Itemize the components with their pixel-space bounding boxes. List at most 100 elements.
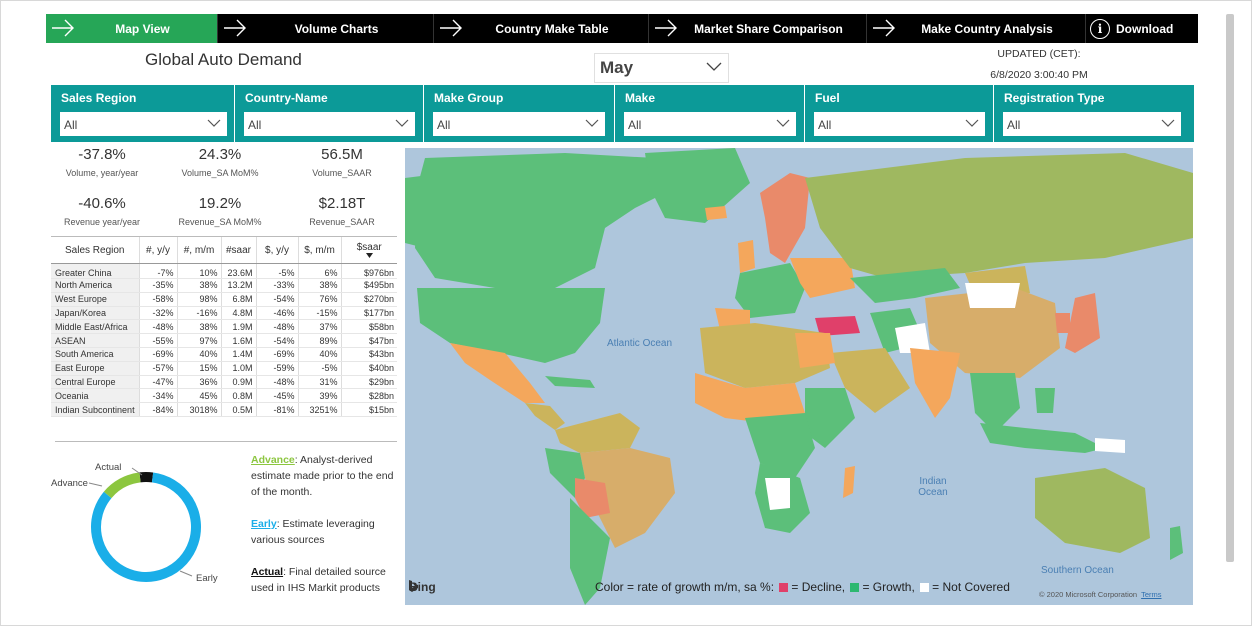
table-row[interactable]: Central Europe -47% 36% 0.9M -48% 31% $29bn [51, 375, 397, 390]
donut-slice-early[interactable] [91, 472, 201, 582]
region-japan [1065, 293, 1100, 353]
ocean-label-atlantic: Atlantic Ocean [607, 338, 673, 349]
table-cell: 15% [176, 361, 221, 376]
table-cell: 45% [176, 388, 221, 404]
table-cell: 31% [297, 375, 341, 390]
table-row[interactable]: Greater China -7% 10% 23.6M -5% 6% $976bn [51, 263, 397, 279]
table-cell: -33% [255, 278, 298, 293]
chevron-down-icon [965, 119, 979, 127]
sales-region-dropdown[interactable]: All [60, 112, 227, 136]
table-cell: $40bn [340, 361, 397, 376]
bing-logo-icon [409, 580, 418, 592]
kpi-volume-yoy: -37.8% Volume, year/year [42, 146, 162, 178]
dropdown-value: All [628, 118, 642, 132]
table-row[interactable]: Indian Subcontinent -84% 3018% 0.5M -81% 3251… [51, 402, 397, 417]
legend-not-covered: = Not Covered [932, 580, 1010, 594]
registration-type-dropdown[interactable]: All [1003, 112, 1181, 136]
table-row[interactable]: West Europe -58% 98% 6.8M -54% 76% $270bn [51, 292, 397, 307]
column-header-sorted[interactable]: $saar [340, 236, 397, 264]
region-name-cell: North America [51, 278, 139, 293]
region-australia [1035, 468, 1150, 553]
legend-prefix: Color = rate of growth m/m, sa %: [595, 580, 775, 594]
column-header[interactable]: Sales Region [51, 236, 139, 264]
kpi-revenue-yoy: -40.6% Revenue year/year [42, 195, 162, 227]
legend-term-early: Early [251, 518, 277, 530]
table-cell: 3251% [297, 402, 341, 417]
region-name-cell: Oceania [51, 388, 139, 404]
make-group-dropdown[interactable]: All [433, 112, 605, 136]
page-title: Global Auto Demand [145, 50, 302, 69]
table-cell: -48% [255, 375, 298, 390]
table-cell: 0.9M [220, 375, 256, 390]
region-philippines [1035, 388, 1055, 413]
column-header[interactable]: #saar [220, 236, 256, 264]
month-select[interactable]: May [594, 53, 729, 83]
terms-link[interactable]: Terms [1141, 590, 1162, 599]
table-cell: -69% [138, 347, 177, 362]
table-row[interactable]: South America -69% 40% 1.4M -69% 40% $43bn [51, 347, 397, 362]
map-canvas [405, 148, 1193, 605]
legend-actual: Actual: Final detailed source used in IH… [251, 564, 401, 596]
world-map[interactable]: Atlantic Ocean Indian Ocean Southern Oce… [405, 148, 1193, 605]
table-cell: 36% [176, 375, 221, 390]
chevron-down-icon [207, 119, 221, 127]
kpi-label: Revenue_SAAR [309, 217, 375, 227]
info-icon: i [1090, 19, 1110, 39]
table-cell: -48% [255, 319, 298, 335]
table-cell: -55% [138, 333, 177, 348]
estimate-type-donut-chart: Actual Advance Early [51, 462, 218, 584]
table-cell: 10% [176, 263, 221, 279]
region-east-africa [805, 388, 855, 448]
tab-label: Volume Charts [294, 21, 379, 36]
region-usa [417, 288, 605, 363]
kpi-volume-sa-mom: 24.3% Volume_SA MoM% [160, 146, 280, 178]
donut-slice-advance[interactable] [103, 472, 141, 499]
table-row[interactable]: Oceania -34% 45% 0.8M -45% 39% $28bn [51, 388, 397, 404]
column-header[interactable]: #, y/y [138, 236, 177, 264]
column-header[interactable]: $, y/y [255, 236, 298, 264]
column-header[interactable]: $, m/m [297, 236, 341, 264]
table-cell: $15bn [340, 402, 397, 417]
table-row[interactable]: East Europe -57% 15% 1.0M -59% -5% $40bn [51, 361, 397, 376]
table-cell: $43bn [340, 347, 397, 362]
region-brazil [580, 448, 675, 548]
tab-map-view[interactable]: Map View [46, 14, 218, 43]
vertical-scrollbar[interactable] [1226, 14, 1234, 562]
kpi-revenue-sa-mom: 19.2% Revenue_SA MoM% [160, 195, 280, 227]
region-indonesia [980, 423, 1105, 453]
kpi-label: Revenue_SA MoM% [178, 217, 262, 227]
column-header[interactable]: #, m/m [176, 236, 221, 264]
table-cell: 0.5M [220, 402, 256, 417]
kpi-value: $2.18T [318, 195, 366, 212]
tab-country-make-table[interactable]: Country Make Table [434, 14, 649, 43]
table-row[interactable]: North America -35% 38% 13.2M -33% 38% $495bn [51, 278, 397, 293]
column-header-label: $saar [356, 242, 382, 253]
fuel-dropdown[interactable]: All [814, 112, 985, 136]
table-row[interactable]: Japan/Korea -32% -16% 4.8M -46% -15% $177bn [51, 306, 397, 321]
region-turkey [815, 316, 860, 336]
table-cell: 1.9M [220, 319, 256, 335]
region-central-africa [745, 413, 815, 478]
legend-early: Early: Estimate leveraging various sourc… [251, 516, 401, 548]
table-row[interactable]: ASEAN -55% 97% 1.6M -54% 89% $47bn [51, 333, 397, 348]
table-cell: $177bn [340, 306, 397, 321]
donut-label-advance: Advance [51, 478, 88, 489]
donut-label-actual: Actual [95, 462, 121, 473]
decline-swatch [779, 583, 789, 592]
tab-market-share-comparison[interactable]: Market Share Comparison [649, 14, 867, 43]
kpi-value: 24.3% [198, 146, 242, 163]
legend-term-actual: Actual [251, 566, 284, 578]
donut-leader-line [131, 467, 143, 476]
region-afghanistan [895, 323, 930, 353]
ocean-label-indian: Indian Ocean [918, 476, 948, 498]
tab-make-country-analysis[interactable]: Make Country Analysis [867, 14, 1086, 43]
country-name-dropdown[interactable]: All [244, 112, 415, 136]
table-row[interactable]: Middle East/Africa -48% 38% 1.9M -48% 37% $58b… [51, 319, 397, 335]
kpi-label: Revenue year/year [63, 217, 141, 227]
table-cell: 39% [297, 388, 341, 404]
make-dropdown[interactable]: All [624, 112, 796, 136]
region-name-cell: Greater China [51, 263, 139, 279]
download-button[interactable]: i Download [1086, 14, 1198, 43]
tab-volume-charts[interactable]: Volume Charts [218, 14, 434, 43]
filter-sales-region: Sales Region All [51, 85, 235, 142]
